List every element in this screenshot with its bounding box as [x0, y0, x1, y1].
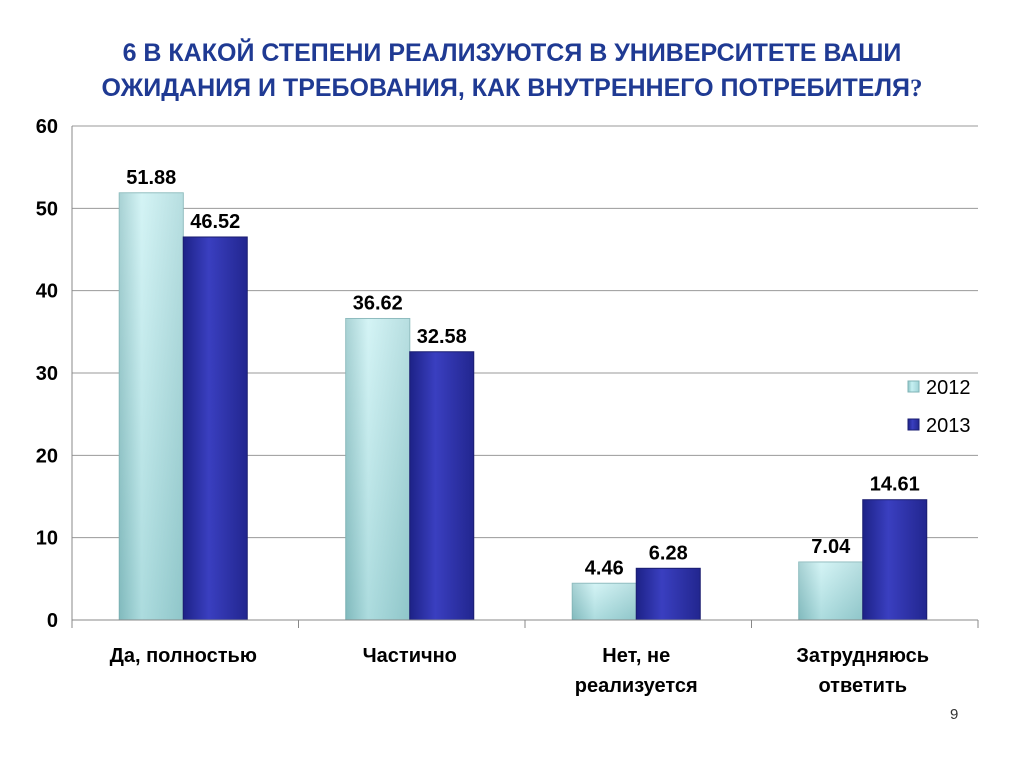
title-line-1: 6 В КАКОЙ СТЕПЕНИ РЕАЛИЗУЮТСЯ В УНИВЕРСИ…: [122, 39, 902, 67]
y-tick-label: 30: [36, 363, 58, 385]
bar-shade: [798, 562, 863, 620]
x-category-label: Затрудняюсь: [796, 645, 929, 667]
legend-label: 2013: [926, 415, 971, 437]
data-label: 32.58: [417, 326, 467, 348]
bar-2013: [409, 351, 475, 621]
legend-swatch-2013: [907, 418, 920, 431]
bar-shade: [572, 583, 637, 620]
slide-title: 6 В КАКОЙ СТЕПЕНИ РЕАЛИЗУЮТСЯ В УНИВЕРСИ…: [20, 36, 1004, 106]
data-label: 51.88: [126, 167, 176, 189]
y-tick-label: 40: [36, 281, 58, 303]
data-label: 7.04: [811, 536, 851, 558]
legend-label: 2012: [926, 377, 971, 399]
x-category-label: Нет, не: [602, 645, 670, 667]
title-question-mark: ?: [909, 75, 923, 102]
bar-2013: [862, 499, 928, 621]
legend: 2012 2013: [907, 377, 971, 437]
x-category-label: реализуется: [575, 675, 698, 697]
legend-swatch-2012: [907, 380, 920, 393]
x-category-label: ответить: [818, 675, 907, 697]
bar-2013: [182, 236, 248, 621]
data-label: 6.28: [649, 542, 688, 564]
title-line-2: ОЖИДАНИЯ И ТРЕБОВАНИЯ, КАК ВНУТРЕННЕГО П…: [20, 71, 1004, 106]
axes: 0 10 20 30 40 50 60 Да, полностью Частично Нет, н…: [36, 116, 979, 697]
page-number: 9: [950, 706, 959, 723]
title-line-2-text: ОЖИДАНИЯ И ТРЕБОВАНИЯ, КАК ВНУТРЕННЕГО П…: [101, 74, 910, 102]
data-label: 14.61: [870, 474, 920, 496]
y-tick-label: 10: [36, 528, 58, 550]
x-category-label: Да, полностью: [110, 645, 257, 667]
data-label: 46.52: [190, 211, 240, 233]
y-tick-label: 60: [36, 116, 58, 138]
bars: [118, 192, 928, 621]
y-tick-label: 50: [36, 198, 58, 220]
bar-2013: [635, 567, 701, 621]
bar-shade: [119, 192, 184, 620]
y-tick-label: 0: [47, 610, 58, 632]
y-tick-label: 20: [36, 445, 58, 467]
bar-shade: [345, 318, 410, 620]
data-labels: 51.88 46.52 36.62 32.58 4.46 6.28 7.04 14.61: [126, 167, 920, 579]
data-label: 4.46: [585, 557, 624, 579]
data-label: 36.62: [353, 292, 403, 314]
x-category-label: Частично: [363, 645, 457, 667]
